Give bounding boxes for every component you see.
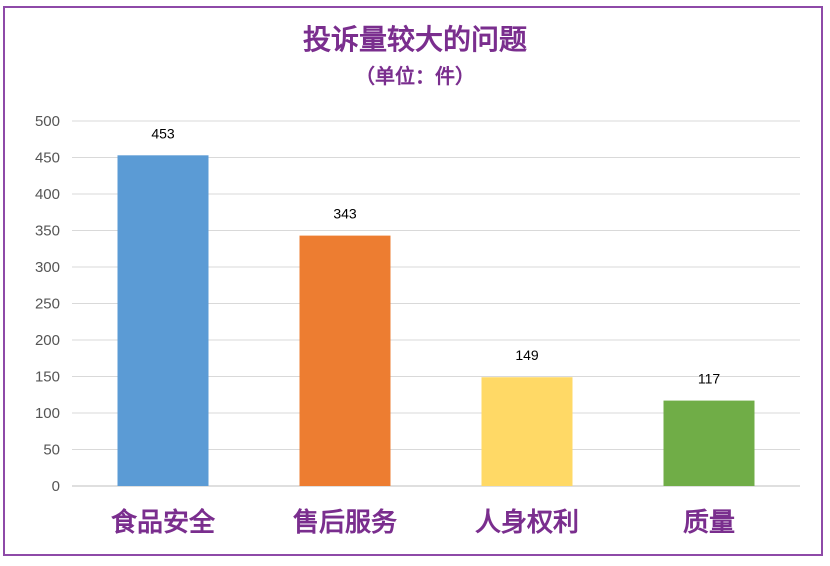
y-tick-label: 250 — [35, 296, 60, 313]
bar — [481, 377, 573, 486]
bar — [117, 155, 209, 486]
data-label: 343 — [333, 206, 357, 222]
y-tick-label: 300 — [35, 259, 60, 276]
data-label: 149 — [515, 347, 539, 363]
x-category-label: 食品安全 — [111, 507, 216, 538]
x-category-label: 人身权利 — [475, 507, 579, 538]
chart-subtitle: （单位：件） — [355, 64, 475, 88]
y-tick-label: 100 — [35, 405, 60, 422]
y-tick-label: 350 — [35, 223, 60, 240]
x-category-label: 售后服务 — [293, 507, 397, 538]
bar — [299, 235, 391, 486]
y-tick-label: 50 — [43, 442, 60, 459]
y-tick-label: 450 — [35, 150, 60, 167]
data-label: 117 — [698, 371, 721, 387]
bar — [663, 400, 755, 486]
y-tick-label: 400 — [35, 186, 60, 203]
x-category-label: 质量 — [683, 508, 735, 538]
y-tick-label: 500 — [35, 113, 60, 130]
data-label: 453 — [151, 125, 175, 141]
chart-title: 投诉量较大的问题 — [302, 23, 527, 56]
y-tick-label: 150 — [35, 369, 60, 386]
y-tick-label: 0 — [52, 478, 60, 495]
y-tick-label: 200 — [35, 332, 60, 349]
